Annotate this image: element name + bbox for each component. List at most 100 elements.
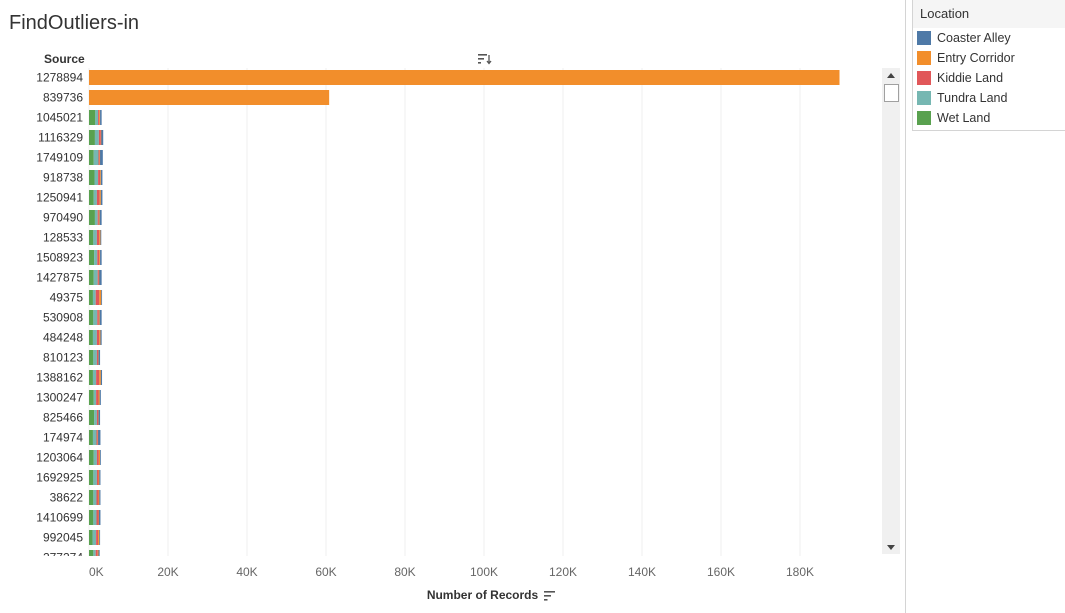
bar-segment[interactable] <box>98 510 101 525</box>
bar-segment[interactable] <box>89 90 330 105</box>
bar-segment[interactable] <box>100 250 102 265</box>
bar-segment[interactable] <box>99 530 101 545</box>
bar-segment[interactable] <box>92 370 97 385</box>
x-axis-title[interactable]: Number of Records <box>426 588 539 602</box>
bar-segment[interactable] <box>96 330 100 345</box>
bar-segment[interactable] <box>95 550 98 565</box>
bar-segment[interactable] <box>95 290 100 305</box>
bar-segment[interactable] <box>98 150 100 165</box>
row-label[interactable]: 530908 <box>43 311 83 325</box>
row-label[interactable]: 484248 <box>43 331 83 345</box>
bar-segment[interactable] <box>89 70 840 85</box>
bar-segment[interactable] <box>96 470 99 485</box>
row-label[interactable]: 1410699 <box>36 511 83 525</box>
bar-segment[interactable] <box>89 290 93 305</box>
bar-segment[interactable] <box>99 310 102 325</box>
row-label[interactable]: 1203064 <box>36 451 83 465</box>
bar-segment[interactable] <box>96 530 99 545</box>
bar-segment[interactable] <box>98 110 100 125</box>
bar-segment[interactable] <box>98 470 100 485</box>
bar-segment[interactable] <box>96 510 99 525</box>
bar-segment[interactable] <box>92 530 97 545</box>
bar-segment[interactable] <box>89 150 94 165</box>
bar-segment[interactable] <box>97 210 99 225</box>
bar-segment[interactable] <box>89 470 94 485</box>
sort-descending-icon[interactable] <box>544 590 556 601</box>
bar-segment[interactable] <box>93 190 97 205</box>
bar-segment[interactable] <box>89 490 94 505</box>
bar-segment[interactable] <box>92 330 97 345</box>
legend-item[interactable]: Tundra Land <box>913 88 1065 108</box>
bar-segment[interactable] <box>99 490 101 505</box>
bar-segment[interactable] <box>100 190 103 205</box>
bar-segment[interactable] <box>99 390 101 405</box>
bar-segment[interactable] <box>89 390 94 405</box>
bar-segment[interactable] <box>93 230 97 245</box>
bar-segment[interactable] <box>97 550 99 565</box>
bar-segment[interactable] <box>101 290 103 305</box>
bar-segment[interactable] <box>94 170 99 185</box>
bar-segment[interactable] <box>99 330 101 345</box>
row-label[interactable]: 128533 <box>43 231 83 245</box>
bar-segment[interactable] <box>100 450 101 465</box>
bar-segment[interactable] <box>100 370 103 385</box>
vertical-scrollbar[interactable] <box>882 68 900 554</box>
bar-segment[interactable] <box>89 110 96 125</box>
row-label[interactable]: 825466 <box>43 411 83 425</box>
bar-segment[interactable] <box>96 490 99 505</box>
bar-segment[interactable] <box>93 450 97 465</box>
bar-segment[interactable] <box>100 170 101 185</box>
row-label[interactable]: 1749109 <box>36 151 83 165</box>
row-label[interactable]: 277274 <box>43 551 83 565</box>
bar-segment[interactable] <box>100 110 102 125</box>
row-label[interactable]: 810123 <box>43 351 83 365</box>
bar-segment[interactable] <box>98 310 100 325</box>
bar-segment[interactable] <box>89 270 94 285</box>
bar-segment[interactable] <box>93 350 97 365</box>
legend-item[interactable]: Kiddie Land <box>913 68 1065 88</box>
row-label[interactable]: 174974 <box>43 431 83 445</box>
bar-segment[interactable] <box>98 430 101 445</box>
bar-segment[interactable] <box>98 550 100 565</box>
bar-segment[interactable] <box>89 210 95 225</box>
arrow-up-icon[interactable] <box>882 68 900 82</box>
bar-segment[interactable] <box>89 310 94 325</box>
bar-segment[interactable] <box>94 130 99 145</box>
bar-segment[interactable] <box>89 130 95 145</box>
bar-segment[interactable] <box>89 450 94 465</box>
bar-segment[interactable] <box>96 410 99 425</box>
row-label[interactable]: 992045 <box>43 531 83 545</box>
row-label[interactable]: 1692925 <box>36 471 83 485</box>
bar-segment[interactable] <box>99 270 102 285</box>
bar-segment[interactable] <box>98 390 100 405</box>
bar-segment[interactable] <box>96 450 99 465</box>
row-label[interactable]: 1300247 <box>36 391 83 405</box>
sort-descending-icon[interactable] <box>478 52 492 70</box>
row-label[interactable]: 38622 <box>50 491 84 505</box>
bar-segment[interactable] <box>93 470 97 485</box>
bar-segment[interactable] <box>98 530 100 545</box>
bar-segment[interactable] <box>100 170 103 185</box>
bar-segment[interactable] <box>97 250 100 265</box>
legend-item[interactable]: Entry Corridor <box>913 48 1065 68</box>
bar-segment[interactable] <box>96 430 98 445</box>
bar-segment[interactable] <box>98 490 100 505</box>
bar-segment[interactable] <box>89 330 93 345</box>
bar-segment[interactable] <box>99 210 102 225</box>
bar-segment[interactable] <box>93 490 97 505</box>
bar-segment[interactable] <box>94 210 98 225</box>
row-label[interactable]: 1278894 <box>36 71 83 85</box>
bar-segment[interactable] <box>96 350 99 365</box>
bar-segment[interactable] <box>93 510 97 525</box>
bar-segment[interactable] <box>99 230 101 245</box>
bar-segment[interactable] <box>96 190 100 205</box>
bar-segment[interactable] <box>95 110 99 125</box>
row-label[interactable]: 1250941 <box>36 191 83 205</box>
bar-segment[interactable] <box>99 190 101 205</box>
bar-segment[interactable] <box>99 110 101 125</box>
row-label[interactable]: 1388162 <box>36 371 83 385</box>
bar-segment[interactable] <box>98 210 100 225</box>
bar-segment[interactable] <box>98 170 101 185</box>
bar-segment[interactable] <box>89 430 93 445</box>
row-label[interactable]: 1508923 <box>36 251 83 265</box>
